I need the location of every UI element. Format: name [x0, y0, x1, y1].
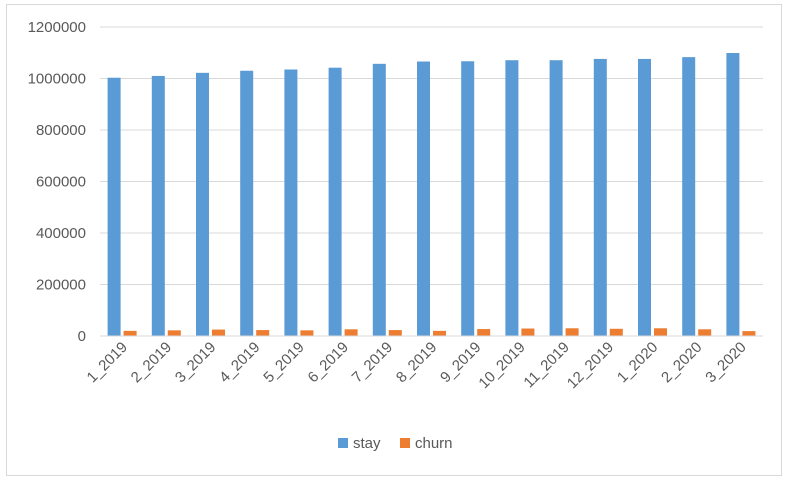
x-tick-label: 4_2019 [216, 339, 263, 386]
bar-stay-11_2019 [549, 60, 563, 336]
bar-churn-5_2019 [300, 330, 314, 336]
bar-churn-1_2020 [654, 328, 667, 336]
x-tick-label: 12_2019 [564, 339, 617, 392]
bar-stay-7_2019 [372, 63, 386, 336]
bar-churn-12_2019 [609, 328, 623, 336]
x-tick-label: 1_2020 [614, 339, 661, 386]
legend: stay churn [338, 435, 453, 452]
bar-churn-7_2019 [388, 330, 402, 336]
bar-churn-10_2019 [521, 328, 535, 336]
bar-churn-2_2020 [698, 329, 712, 336]
y-tick-label: 400000 [36, 225, 86, 242]
x-tick-label: 6_2019 [305, 339, 352, 386]
bar-stay-10_2019 [505, 60, 519, 336]
x-tick-label: 1_2019 [84, 339, 131, 386]
y-tick-label: 1000000 [28, 71, 86, 88]
y-tick-label: 1200000 [28, 19, 86, 36]
x-tick-label: 8_2019 [393, 339, 440, 386]
chart-frame [6, 4, 782, 476]
bar-stay-5_2019 [284, 69, 298, 337]
bar-stay-4_2019 [240, 70, 254, 337]
bar-stay-2_2019 [151, 75, 165, 337]
legend-label-stay: stay [353, 435, 381, 452]
y-tick-label: 600000 [36, 174, 86, 191]
gridlines [100, 26, 763, 285]
legend-swatch-churn [400, 438, 410, 448]
x-tick-label: 7_2019 [349, 339, 396, 386]
bars [107, 53, 756, 337]
legend-label-churn: churn [415, 435, 453, 452]
x-tick-label: 2_2019 [128, 339, 175, 386]
y-tick-label: 0 [78, 328, 86, 345]
y-axis-tick-labels: 0 200000 400000 600000 800000 1000000 1200000 [28, 19, 86, 345]
y-tick-label: 200000 [36, 277, 86, 294]
bar-churn-6_2019 [344, 329, 358, 336]
x-tick-label: 11_2019 [520, 339, 573, 392]
x-axis-tick-labels: 1_20192_20193_20194_20195_20196_20197_20… [84, 339, 750, 392]
bar-churn-11_2019 [565, 328, 579, 336]
x-tick-label: 5_2019 [260, 339, 307, 386]
x-tick-label: 3_2020 [702, 339, 749, 386]
bar-stay-1_2019 [107, 77, 121, 336]
bar-churn-4_2019 [256, 330, 270, 336]
bar-stay-2_2020 [682, 57, 696, 336]
bar-stay-3_2020 [726, 53, 740, 336]
bar-stay-12_2019 [593, 58, 607, 337]
x-tick-label: 10_2019 [475, 339, 528, 392]
bar-stay-8_2019 [417, 61, 430, 336]
x-tick-label: 3_2019 [172, 339, 219, 386]
bar-stay-6_2019 [328, 67, 342, 336]
bar-churn-8_2019 [433, 330, 446, 336]
y-tick-label: 800000 [36, 122, 86, 139]
bar-churn-2_2019 [167, 330, 181, 336]
bar-churn-1_2019 [123, 330, 137, 336]
bar-stay-9_2019 [461, 61, 475, 337]
legend-swatch-stay [338, 438, 348, 448]
bar-churn-9_2019 [477, 329, 491, 336]
bar-stay-3_2019 [196, 72, 209, 337]
bar-stay-1_2020 [638, 58, 651, 337]
bar-churn-3_2020 [742, 331, 756, 336]
bar-churn-3_2019 [212, 329, 225, 336]
x-tick-label: 2_2020 [658, 339, 705, 386]
